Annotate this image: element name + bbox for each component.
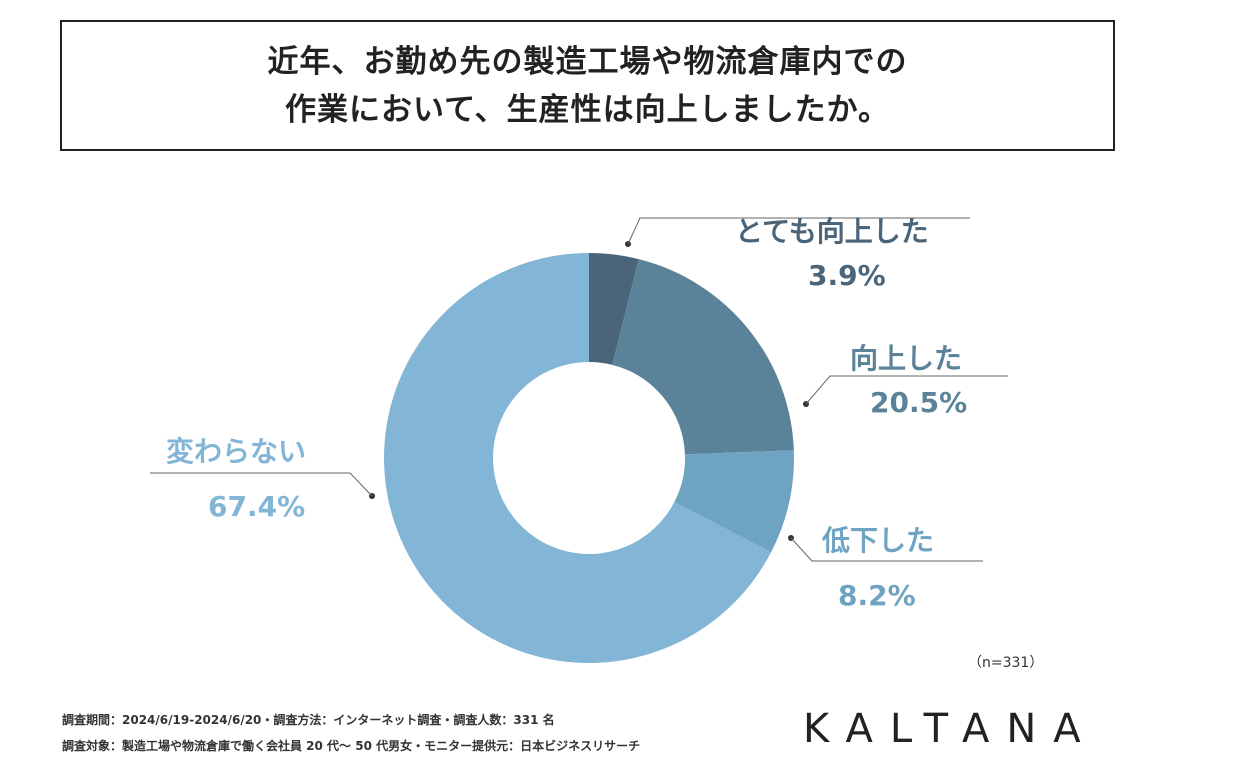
title-line-2: 作業において、生産性は向上しましたか。 <box>285 91 890 128</box>
slice-label-3: 変わらない <box>166 435 306 468</box>
slice-label-1: 向上した <box>850 342 962 375</box>
slice-value-0: 3.9% <box>808 259 886 292</box>
brand-logo: KALTANA <box>803 706 1098 752</box>
slice-label-0: とても向上した <box>735 215 929 248</box>
slice-value-1: 20.5% <box>870 386 967 419</box>
survey-info-line-2: 調査対象：製造工場や物流倉庫で働く会社員 20 代〜 50 代男女・モニター提供… <box>62 739 641 753</box>
donut-slice-1 <box>612 259 794 455</box>
slice-value-3: 67.4% <box>208 490 305 523</box>
title-box: 近年、お勤め先の製造工場や物流倉庫内での 作業において、生産性は向上しましたか。 <box>60 20 1115 151</box>
title-line-1: 近年、お勤め先の製造工場や物流倉庫内での <box>267 43 908 80</box>
leader-line-3 <box>150 472 373 497</box>
leader-line-2 <box>790 537 983 562</box>
leader-line-0 <box>627 217 970 245</box>
sample-size-note: （n=331） <box>968 655 1044 671</box>
survey-info-line-1: 調査期間：2024/6/19-2024/6/20・調査方法：インターネット調査・… <box>62 713 555 727</box>
donut-slice-0 <box>589 253 639 365</box>
leader-line-1 <box>805 375 1008 405</box>
donut-slice-2 <box>674 450 795 553</box>
donut-slice-3 <box>383 253 772 663</box>
slice-label-2: 低下した <box>821 524 934 557</box>
slice-value-2: 8.2% <box>838 579 916 612</box>
